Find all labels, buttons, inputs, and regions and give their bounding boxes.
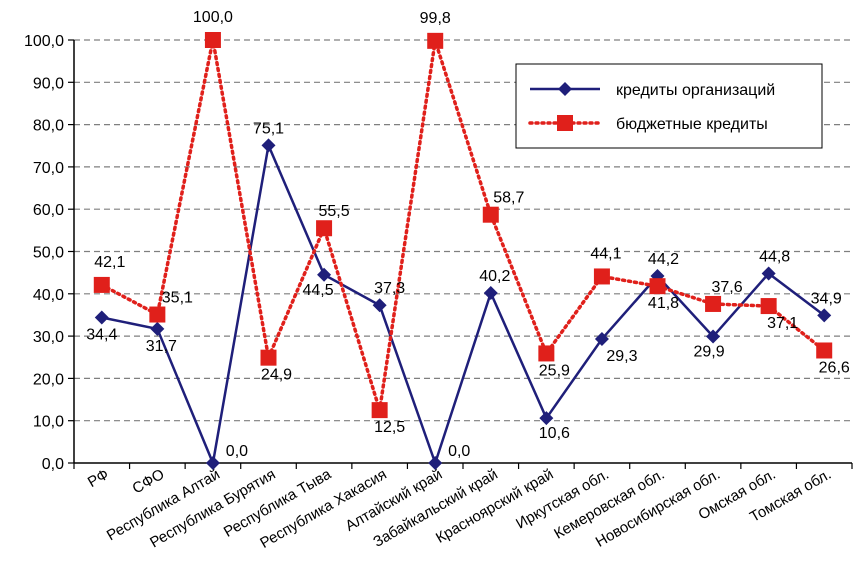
data-point-diamond (817, 308, 832, 323)
data-point-diamond (706, 329, 721, 344)
data-label: 29,9 (694, 344, 725, 361)
data-label: 37,6 (712, 279, 743, 296)
data-label: 58,7 (493, 190, 524, 207)
data-point-square (427, 32, 444, 49)
data-label: 34,9 (811, 290, 842, 307)
y-tick-label: 20,0 (33, 371, 64, 388)
data-label: 44,1 (590, 245, 621, 262)
data-point-diamond (428, 456, 443, 470)
legend-marker-square (557, 115, 573, 131)
data-label: 25,9 (539, 362, 570, 379)
data-label: 37,3 (374, 280, 405, 297)
data-point-square (204, 32, 221, 48)
data-label: 31,7 (146, 338, 177, 355)
data-label: 0,0 (226, 443, 248, 460)
data-label: 100,0 (193, 9, 233, 26)
y-tick-label: 80,0 (33, 118, 64, 135)
data-label: 40,2 (479, 268, 510, 285)
series-line-0 (101, 140, 825, 468)
series-line-1 (100, 39, 826, 411)
data-point-diamond (761, 266, 776, 281)
y-axis-ticks: 0,0 10,0 20,0 30,0 40,0 50,0 60,0 70,0 80,0 90,0 1… (24, 33, 74, 473)
data-point-diamond (539, 411, 554, 426)
legend-item-byudzhetnye-kredity: бюджетные кредиты (528, 115, 768, 133)
data-label: 44,2 (648, 251, 679, 268)
data-point-diamond (483, 285, 498, 300)
data-point-square (371, 402, 388, 419)
data-label: 55,5 (319, 203, 350, 220)
data-label: 42,1 (94, 254, 125, 271)
data-point-diamond (94, 310, 109, 325)
data-label: 35,1 (162, 290, 193, 307)
data-label: 44,8 (759, 248, 790, 265)
data-label: 34,4 (86, 326, 117, 343)
data-label: 41,8 (648, 295, 679, 312)
data-point-square (93, 276, 110, 293)
data-point-square (149, 306, 166, 323)
data-point-diamond (594, 332, 609, 347)
data-label: 37,1 (767, 315, 798, 332)
data-labels: 34,4 31,7 0,0 75,1 44,5 37,3 0,0 40,2 10,6 29,3 44… (86, 9, 850, 460)
data-point-diamond (205, 456, 220, 470)
data-point-square (538, 345, 555, 362)
y-tick-label: 30,0 (33, 329, 64, 346)
data-label: 12,5 (374, 419, 405, 436)
data-point-diamond (261, 138, 276, 153)
data-label: 24,9 (261, 367, 292, 384)
y-tick-label: 40,0 (33, 287, 64, 304)
data-label: 44,5 (303, 282, 334, 299)
x-tick-label: СФО (129, 466, 167, 498)
data-point-square (260, 349, 277, 366)
legend-item-kredity-organizatsiy: кредиты организаций (530, 82, 775, 99)
legend: кредиты организаций бюджетные кредиты (515, 63, 823, 149)
y-tick-label: 50,0 (33, 245, 64, 262)
data-point-square (316, 220, 333, 237)
x-tick-label: РФ (85, 466, 112, 491)
data-point-square (816, 342, 833, 359)
data-point-diamond (150, 321, 165, 336)
y-tick-label: 10,0 (33, 414, 64, 431)
data-point-square (482, 206, 499, 223)
data-label: 10,6 (539, 425, 570, 442)
data-point-diamond (372, 298, 387, 313)
y-tick-label: 0,0 (42, 456, 64, 473)
legend-label: бюджетные кредиты (616, 116, 768, 133)
data-point-square (649, 278, 666, 295)
data-point-square (705, 295, 722, 312)
legend-marker-diamond (558, 82, 572, 96)
data-point-square (593, 268, 610, 285)
data-point-square (760, 298, 777, 315)
legend-label: кредиты организаций (616, 82, 775, 99)
series-group (93, 32, 833, 470)
data-label: 75,1 (253, 120, 284, 137)
legend-box (515, 63, 823, 149)
y-tick-label: 70,0 (33, 160, 64, 177)
data-label: 0,0 (448, 443, 470, 460)
data-point-diamond (317, 267, 332, 282)
data-label: 99,8 (420, 10, 451, 27)
data-label: 26,6 (819, 359, 850, 376)
y-tick-label: 100,0 (24, 33, 64, 50)
y-tick-label: 60,0 (33, 202, 64, 219)
y-tick-label: 90,0 (33, 75, 64, 92)
data-label: 29,3 (606, 348, 637, 365)
